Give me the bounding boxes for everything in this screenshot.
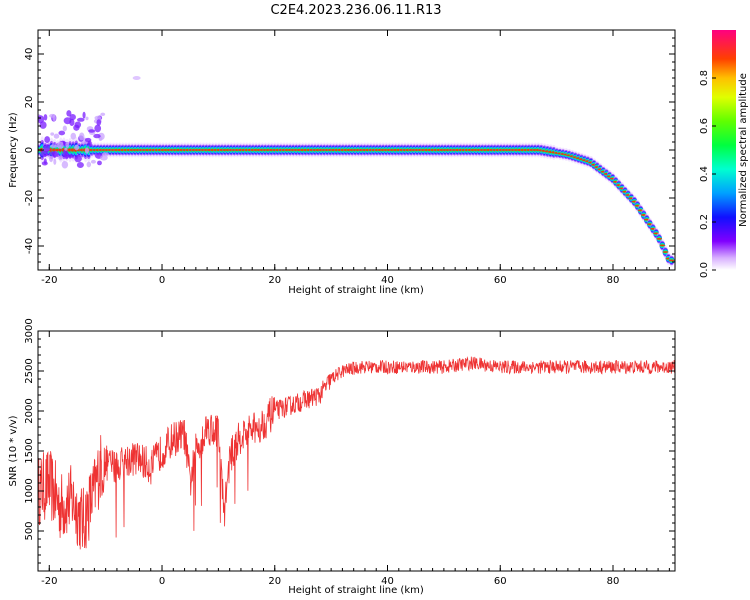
spectrogram-noise-cell: [74, 154, 82, 163]
spectrogram-noise-cell: [97, 160, 102, 166]
spectrogram-noise-cell: [38, 115, 45, 124]
spectrogram-noise-cell: [41, 161, 48, 166]
spectrogram-xtick-label: 0: [159, 275, 165, 286]
spectrogram-noise-cell: [76, 117, 85, 122]
spectrogram-noise-cell: [53, 133, 60, 139]
spectrogram-cell: [662, 251, 669, 253]
spectrogram-noise-cell: [88, 129, 96, 133]
snr-panel: -20 0 20 40 60 80 3000 2500 2000 1500 1000 500 Heig…: [8, 318, 676, 596]
spectrogram-panel: -20 0 20 40 60 80 40 20 0 -20 -40 Height of straig…: [8, 29, 676, 296]
snr-xtick-label: 80: [607, 576, 620, 587]
snr-xtick-label: 60: [494, 576, 507, 587]
snr-ticks: -20 0 20 40 60 80 3000 2500 2000 1500 1000 500: [24, 318, 675, 587]
spectrogram-cell: [659, 244, 666, 247]
spectrogram-noise-cell: [79, 132, 85, 141]
spectrogram-noise-cell: [74, 121, 82, 129]
spectrogram-noise-cell: [76, 162, 84, 168]
colorbar-tick-label: 0.2: [699, 214, 710, 230]
spectrogram-ytick-label: 40: [24, 48, 35, 61]
spectrogram-xtick-label: 20: [268, 275, 281, 286]
spectrogram-noise-cell: [48, 155, 53, 162]
snr-ytick-label: 1500: [24, 438, 35, 463]
spectrogram-noise-cell: [69, 113, 76, 121]
spectrogram-ticks: -20 0 20 40 60 80 40 20 0 -20 -40: [24, 30, 675, 286]
spectrogram-noise-cell: [43, 114, 48, 121]
spectrogram-noise-cell: [53, 158, 57, 165]
spectrogram-ylabel: Frequency (Hz): [8, 112, 19, 188]
spectrogram-noise-cell: [61, 160, 69, 169]
spectrogram-noise-cell: [96, 119, 102, 126]
spectrogram-noise-cell: [66, 110, 72, 117]
spectrogram-noise-cell: [62, 125, 67, 132]
spectrogram-noise-cell: [50, 132, 55, 136]
spectrogram-noise-cell: [86, 161, 92, 168]
snr-xtick-label: 40: [381, 576, 394, 587]
spectrogram-noise-cell: [50, 144, 58, 148]
snr-line: [38, 356, 675, 550]
spectrogram-noise-cell: [58, 130, 66, 136]
colorbar-tick-label: 0.6: [699, 118, 710, 134]
spectrogram-noise-cell: [93, 133, 101, 139]
spectrogram-noise-cell: [70, 132, 77, 140]
spectrogram-noise-cell: [87, 140, 92, 148]
spectrogram-noise-cell: [100, 112, 106, 117]
colorbar-label: Normalized spectral amplitude: [738, 73, 749, 227]
colorbar: 0.0 0.2 0.4 0.6 0.8 Normalized spectral ampl…: [699, 30, 749, 278]
spectrogram-noise-cell: [56, 141, 64, 149]
spectrogram-noise-cell: [43, 144, 50, 153]
colorbar-ticks: 0.0 0.2 0.4 0.6 0.8: [699, 70, 716, 278]
snr-ytick-label: 1000: [24, 478, 35, 503]
figure-title: C2E4.2023.236.06.11.R13: [270, 3, 441, 18]
spectrogram-ytick-label: -40: [24, 238, 35, 254]
snr-ylabel: SNR (10 * v/v): [8, 415, 19, 486]
spectrogram-noise-cell: [84, 147, 89, 154]
spectrogram-noise-cell: [94, 124, 102, 133]
spectrogram-xtick-label: 80: [607, 275, 620, 286]
spectrogram-noise-cell: [64, 147, 68, 151]
spectrogram-noise-cell: [90, 159, 96, 164]
spectrogram-cell: [656, 237, 663, 240]
spectrogram-noise-cell: [100, 155, 108, 161]
colorbar-gradient: [712, 30, 736, 270]
spectrogram-noise-cell: [52, 114, 56, 122]
spectrogram-ytick-label: 0: [24, 147, 35, 153]
colorbar-tick-label: 0.4: [699, 166, 710, 182]
spectrogram-noise-cell: [74, 144, 80, 151]
colorbar-tick-label: 0.8: [699, 70, 710, 86]
spectrogram-cell: [668, 259, 675, 262]
spectrogram-xtick-label: 40: [381, 275, 394, 286]
colorbar-tick-label: 0.0: [699, 262, 710, 278]
spectrogram-noise-cell: [69, 118, 75, 127]
spectrogram-ytick-label: 20: [24, 96, 35, 109]
snr-ytick-label: 500: [24, 521, 35, 540]
spectrogram-noise-cell: [65, 142, 70, 148]
snr-series: [38, 356, 675, 550]
spectrogram-xtick-label: -20: [41, 275, 57, 286]
spectrogram-noise-cell: [39, 121, 47, 129]
spectrogram-noise-cell: [64, 151, 69, 160]
snr-ytick-label: 2500: [24, 358, 35, 383]
snr-ytick-label: 3000: [24, 318, 35, 343]
snr-xlabel: Height of straight line (km): [288, 585, 424, 596]
spectrogram-xtick-label: 60: [494, 275, 507, 286]
spectrogram-xlabel: Height of straight line (km): [288, 285, 424, 296]
spectrogram-ytick-label: -20: [24, 190, 35, 206]
spectrogram-noise-cell: [67, 154, 74, 158]
spectrogram-noise-cell: [51, 150, 59, 158]
spectrogram-heatmap: [38, 76, 675, 267]
spectrogram-noise-cell: [58, 155, 63, 161]
spectrogram-noise-cell: [85, 116, 89, 121]
snr-xtick-label: 0: [159, 576, 165, 587]
spectrogram-noise-cell: [44, 136, 51, 144]
spectrogram-noise-cell: [82, 111, 86, 119]
snr-ytick-label: 2000: [24, 398, 35, 423]
spectrogram-noise-cell: [132, 76, 141, 80]
snr-xtick-label: -20: [41, 576, 57, 587]
snr-xtick-label: 20: [268, 576, 281, 587]
